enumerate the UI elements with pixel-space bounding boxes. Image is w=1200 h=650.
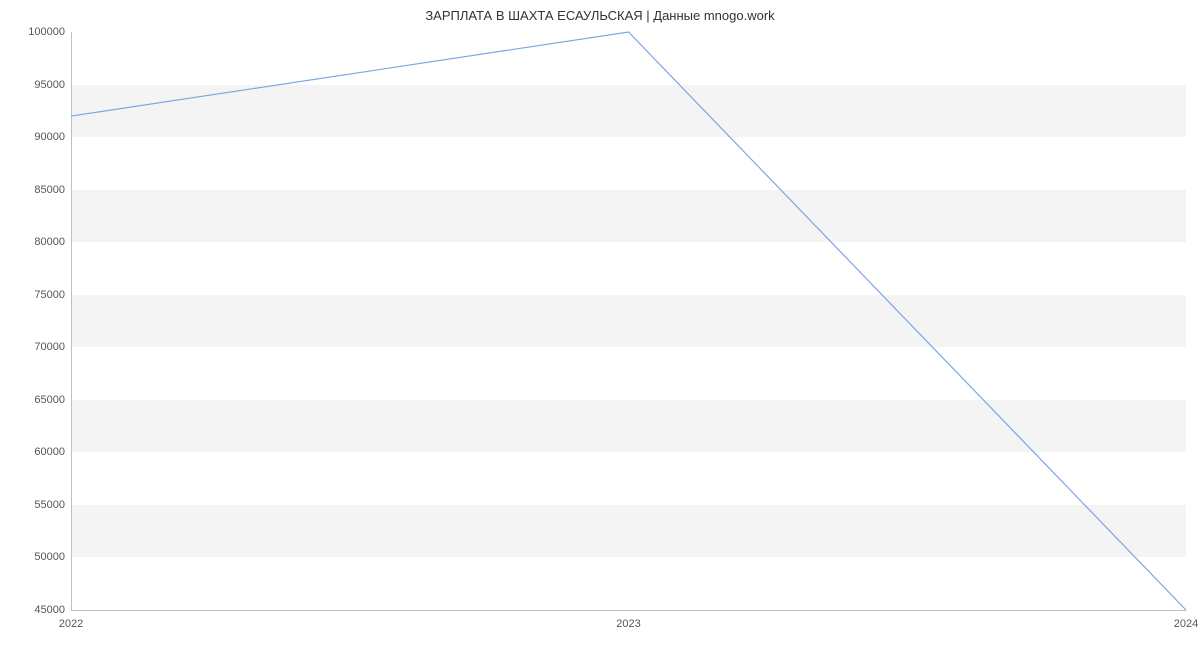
y-tick-label: 95000: [10, 79, 65, 91]
y-tick-label: 85000: [10, 184, 65, 196]
series-line-salary: [71, 32, 1186, 610]
y-tick-label: 75000: [10, 289, 65, 301]
y-tick-label: 65000: [10, 394, 65, 406]
chart-title: ЗАРПЛАТА В ШАХТА ЕСАУЛЬСКАЯ | Данные mno…: [0, 8, 1200, 23]
plot-area: [71, 32, 1186, 610]
x-axis-line: [71, 610, 1186, 611]
y-tick-label: 60000: [10, 446, 65, 458]
y-tick-label: 70000: [10, 341, 65, 353]
x-tick-label: 2022: [59, 618, 83, 630]
series-layer: [71, 32, 1186, 610]
x-tick-label: 2024: [1174, 618, 1198, 630]
y-tick-label: 100000: [10, 26, 65, 38]
x-tick-label: 2023: [616, 618, 640, 630]
y-tick-label: 45000: [10, 604, 65, 616]
y-tick-label: 90000: [10, 131, 65, 143]
chart-container: ЗАРПЛАТА В ШАХТА ЕСАУЛЬСКАЯ | Данные mno…: [0, 0, 1200, 650]
y-tick-label: 50000: [10, 551, 65, 563]
y-tick-label: 80000: [10, 236, 65, 248]
y-tick-label: 55000: [10, 499, 65, 511]
